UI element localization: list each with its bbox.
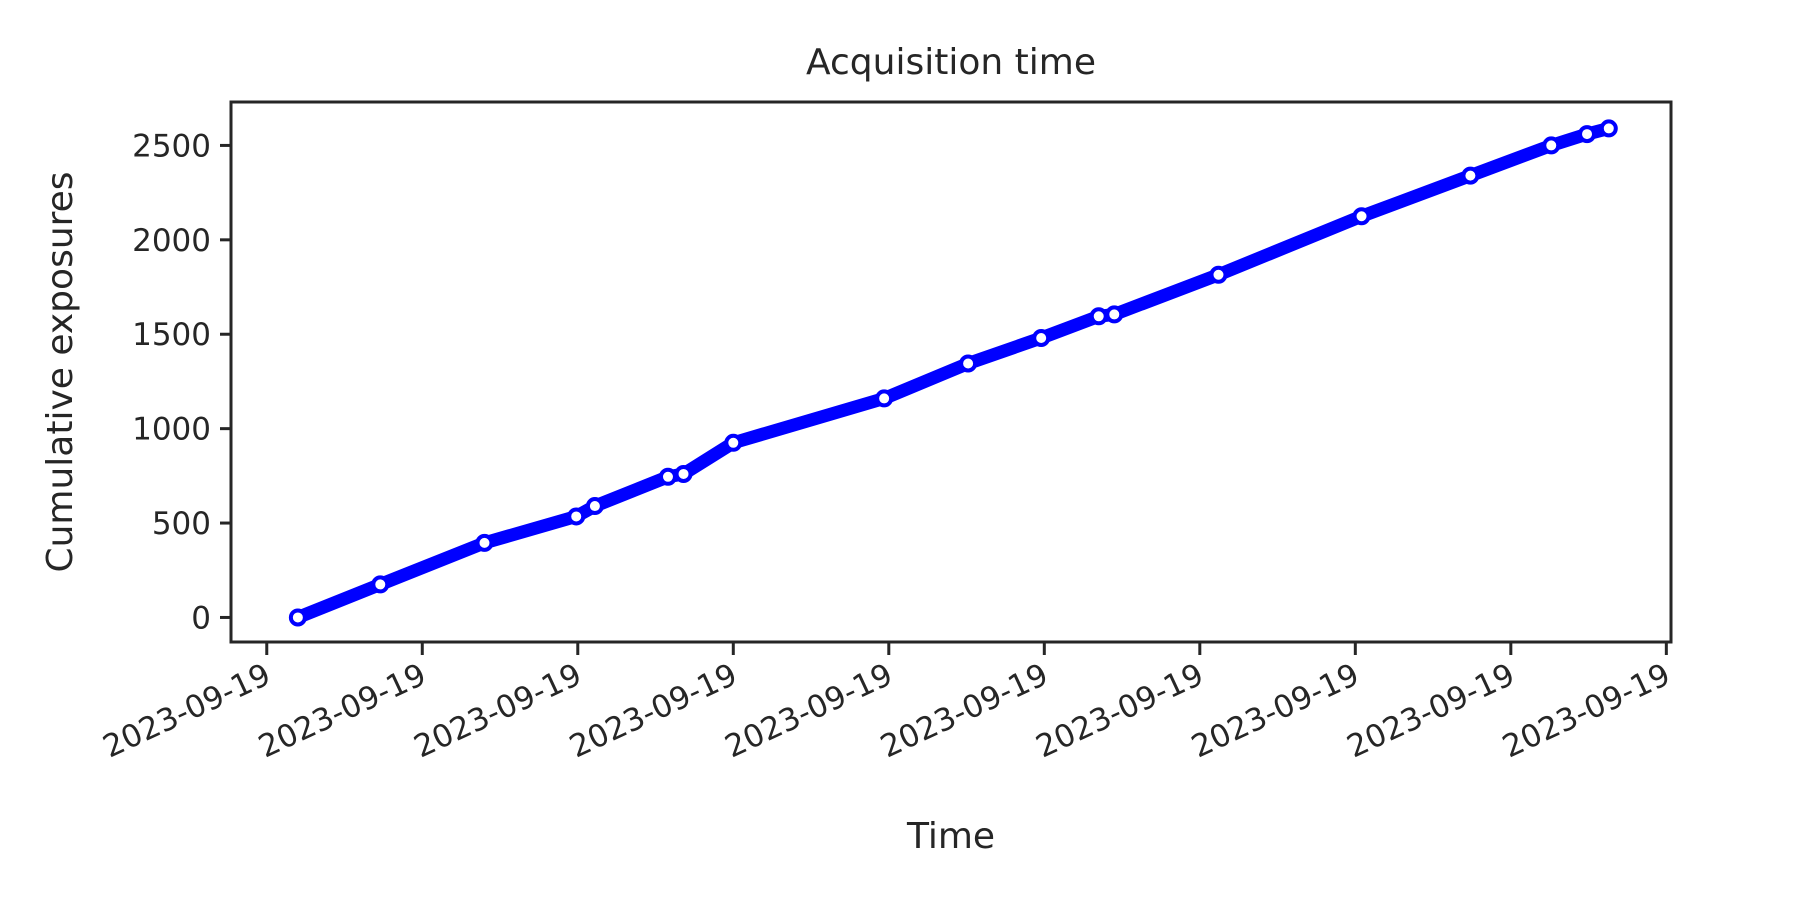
- x-tick-label-2: 2023-09-19: [409, 657, 588, 766]
- y-tick-label-2: 1000: [132, 412, 211, 448]
- x-tick-label-6: 2023-09-19: [1031, 657, 1210, 766]
- x-axis: 2023-09-192023-09-192023-09-192023-09-19…: [98, 642, 1676, 765]
- data-point-8: [875, 389, 894, 408]
- chart-title: Acquisition time: [806, 42, 1096, 83]
- x-tick-label-3: 2023-09-19: [564, 657, 743, 766]
- x-tick-label-4: 2023-09-19: [720, 657, 899, 766]
- data-point-0: [288, 608, 307, 627]
- y-tick-label-3: 1500: [132, 317, 211, 353]
- x-tick-label-7: 2023-09-19: [1186, 657, 1365, 766]
- series-line-0: [291, 121, 1616, 624]
- y-tick-label-4: 2000: [132, 223, 211, 259]
- data-point-18: [1599, 119, 1618, 138]
- data-point-9: [959, 354, 978, 373]
- data-point-15: [1461, 166, 1480, 185]
- x-tick-label-8: 2023-09-19: [1342, 657, 1521, 766]
- plot-area: [229, 100, 1673, 644]
- data-point-5: [658, 467, 677, 486]
- data-point-16: [1542, 136, 1561, 155]
- x-tick-label-5: 2023-09-19: [875, 657, 1054, 766]
- plot-frame: [229, 100, 1673, 644]
- y-axis: 0 500 1000 1500 2000 2500: [132, 128, 231, 636]
- data-point-1: [371, 575, 390, 594]
- x-axis-label: Time: [906, 816, 995, 857]
- data-point-17: [1578, 125, 1597, 144]
- y-tick-label-0: 0: [191, 600, 211, 636]
- y-tick-label-5: 2500: [132, 128, 211, 164]
- data-point-11: [1089, 307, 1108, 326]
- data-point-3: [567, 507, 586, 526]
- data-point-2: [475, 533, 494, 552]
- x-tick-label-1: 2023-09-19: [253, 657, 432, 766]
- data-point-6: [674, 464, 693, 483]
- data-point-4: [585, 497, 604, 516]
- data-point-10: [1032, 329, 1051, 348]
- x-tick-label-0: 2023-09-19: [98, 657, 277, 766]
- data-point-13: [1209, 265, 1228, 284]
- x-tick-label-9: 2023-09-19: [1497, 657, 1676, 766]
- data-point-14: [1352, 207, 1371, 226]
- series-group: [288, 119, 1618, 627]
- data-point-12: [1105, 305, 1124, 324]
- data-point-7: [724, 433, 743, 452]
- y-axis-label: Cumulative exposures: [40, 171, 81, 572]
- y-tick-label-1: 500: [152, 506, 211, 542]
